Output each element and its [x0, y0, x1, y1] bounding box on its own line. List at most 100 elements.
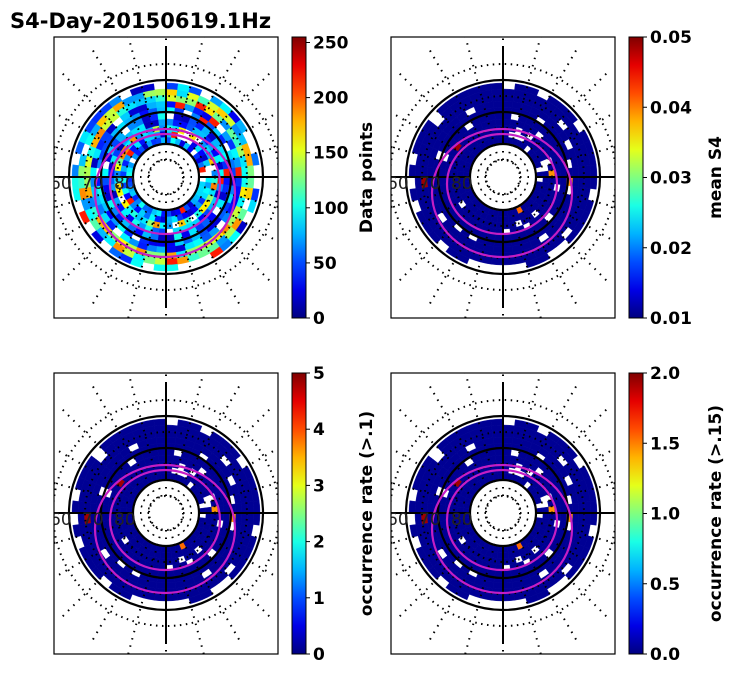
heatmap-cell: [590, 176, 598, 190]
auroral-oval-inner: [445, 468, 559, 572]
heatmap-cell: [584, 165, 592, 178]
latitude-label: 80: [451, 174, 473, 194]
axes-frame: [390, 372, 616, 655]
heatmap-cell: [490, 82, 504, 90]
latitude-ring: [131, 142, 201, 212]
colorbar-tick-label: 50: [313, 254, 337, 274]
colorbar-tick-label: 5: [313, 364, 325, 384]
heatmap-cell: [494, 234, 504, 242]
latitude-label: 70: [419, 174, 441, 194]
heatmap-cell: [502, 436, 514, 444]
heatmap-cell: [235, 119, 248, 134]
heatmap-cell: [502, 100, 514, 108]
heatmap-cell: [155, 436, 167, 444]
heatmap-cell: [495, 454, 504, 462]
panel-data-points: 60 70 80 0 50 100 150 200 250 Data points: [50, 34, 377, 329]
colorbar-label: mean S4: [706, 136, 726, 219]
heatmap-cell: [578, 176, 586, 188]
heatmap-cell: [223, 176, 231, 186]
colorbar-tick-label: 2.0: [650, 364, 680, 384]
heatmap-cell: [494, 112, 504, 120]
heatmap-cell: [241, 512, 249, 524]
heatmap-cell: [495, 222, 504, 230]
heatmap-cell: [165, 570, 175, 578]
heatmap-cell: [409, 188, 419, 202]
heatmap-cell: [235, 512, 243, 524]
heatmap-cell: [564, 566, 578, 580]
heatmap-cell: [415, 210, 428, 225]
heatmap-cell: [188, 85, 203, 96]
heatmap-cell: [560, 512, 568, 522]
colorbar-tick-label: 250: [313, 34, 349, 54]
heatmap-cell: [84, 455, 97, 470]
latitude-label: 60: [387, 510, 409, 530]
latitude-ring: [468, 142, 538, 212]
heatmap-cell: [188, 421, 203, 432]
heatmap-cell: [253, 500, 261, 514]
heatmap-cell: [227, 446, 241, 460]
heatmap-cell: [154, 88, 167, 96]
heatmap-cell: [247, 512, 255, 525]
colorbar-tick-label: 3: [313, 476, 325, 496]
heatmap-cell: [108, 246, 123, 259]
heatmap-cell: [250, 152, 260, 166]
heatmap-cell: [72, 524, 82, 538]
heatmap-cell: [494, 448, 504, 456]
heatmap-cell: [590, 512, 598, 526]
heatmap-cell: [502, 448, 512, 456]
heatmap-cells: [71, 418, 261, 605]
heatmap-cell: [572, 512, 580, 524]
heatmap-cell: [408, 500, 416, 514]
colorbar: [628, 36, 644, 319]
heatmap-cell: [78, 546, 91, 561]
heatmap-cell: [91, 230, 105, 244]
dotted-latitude-ring: [148, 159, 184, 195]
polar-plot: 60 70 80: [387, 37, 615, 318]
latitude-label: 80: [114, 174, 136, 194]
colorbar-tick-label: 0.04: [650, 98, 692, 118]
auroral-oval-inner: [445, 132, 559, 236]
latitude-label: 60: [50, 510, 72, 530]
heatmap-cell: [409, 524, 419, 538]
heatmap-cell: [564, 110, 578, 124]
heatmap-cell: [71, 176, 79, 190]
dotted-latitude-ring: [148, 495, 184, 531]
heatmap-cell: [578, 512, 586, 524]
colorbar-tick-label: 0.05: [650, 28, 692, 48]
dotted-latitude-ring: [485, 495, 521, 531]
heatmap-cell: [165, 454, 174, 462]
heatmap-cell: [165, 594, 178, 602]
polar-plot: 60 70 80: [387, 373, 615, 654]
colorbar-tick-label: 0.01: [650, 309, 692, 329]
latitude-label: 60: [387, 174, 409, 194]
colorbar-label: Data points: [357, 122, 377, 233]
heatmap-cell: [445, 582, 460, 595]
heatmap-cell: [502, 594, 515, 602]
heatmap-cell: [223, 512, 231, 522]
heatmap-cell: [247, 501, 255, 514]
panel-mean-s4: 60 70 80 0.01 0.02 0.03 0.04 0.05 mean S4: [387, 28, 726, 329]
heatmap-cell: [490, 418, 504, 426]
colorbar-tick-label: 0: [313, 645, 325, 665]
panel-occurrence-rate-015: 60 70 80 0.0 0.5 1.0 1.5 2.0 occurrence rate (>.…: [387, 364, 726, 665]
latitude-label: 80: [451, 510, 473, 530]
heatmap-cell: [560, 176, 568, 186]
colorbar-tick-label: 0: [313, 309, 325, 329]
heatmap-cells: [71, 82, 260, 272]
heatmap-cell: [421, 119, 434, 134]
heatmap-cell: [71, 500, 79, 514]
heatmap-cell: [188, 594, 203, 605]
heatmap-cell: [108, 582, 123, 595]
latitude-label: 80: [114, 510, 136, 530]
auroral-oval-outer: [93, 127, 237, 259]
heatmap-cell: [235, 176, 243, 188]
heatmap-cell: [584, 501, 592, 514]
latitude-label: 60: [50, 174, 72, 194]
heatmap-cell: [165, 246, 177, 254]
heatmap-cell: [209, 246, 224, 259]
heatmap-cell: [502, 234, 512, 242]
heatmap-cell: [227, 566, 241, 580]
heatmap-cell: [155, 100, 167, 108]
colorbar-tick-label: 4: [313, 420, 325, 440]
